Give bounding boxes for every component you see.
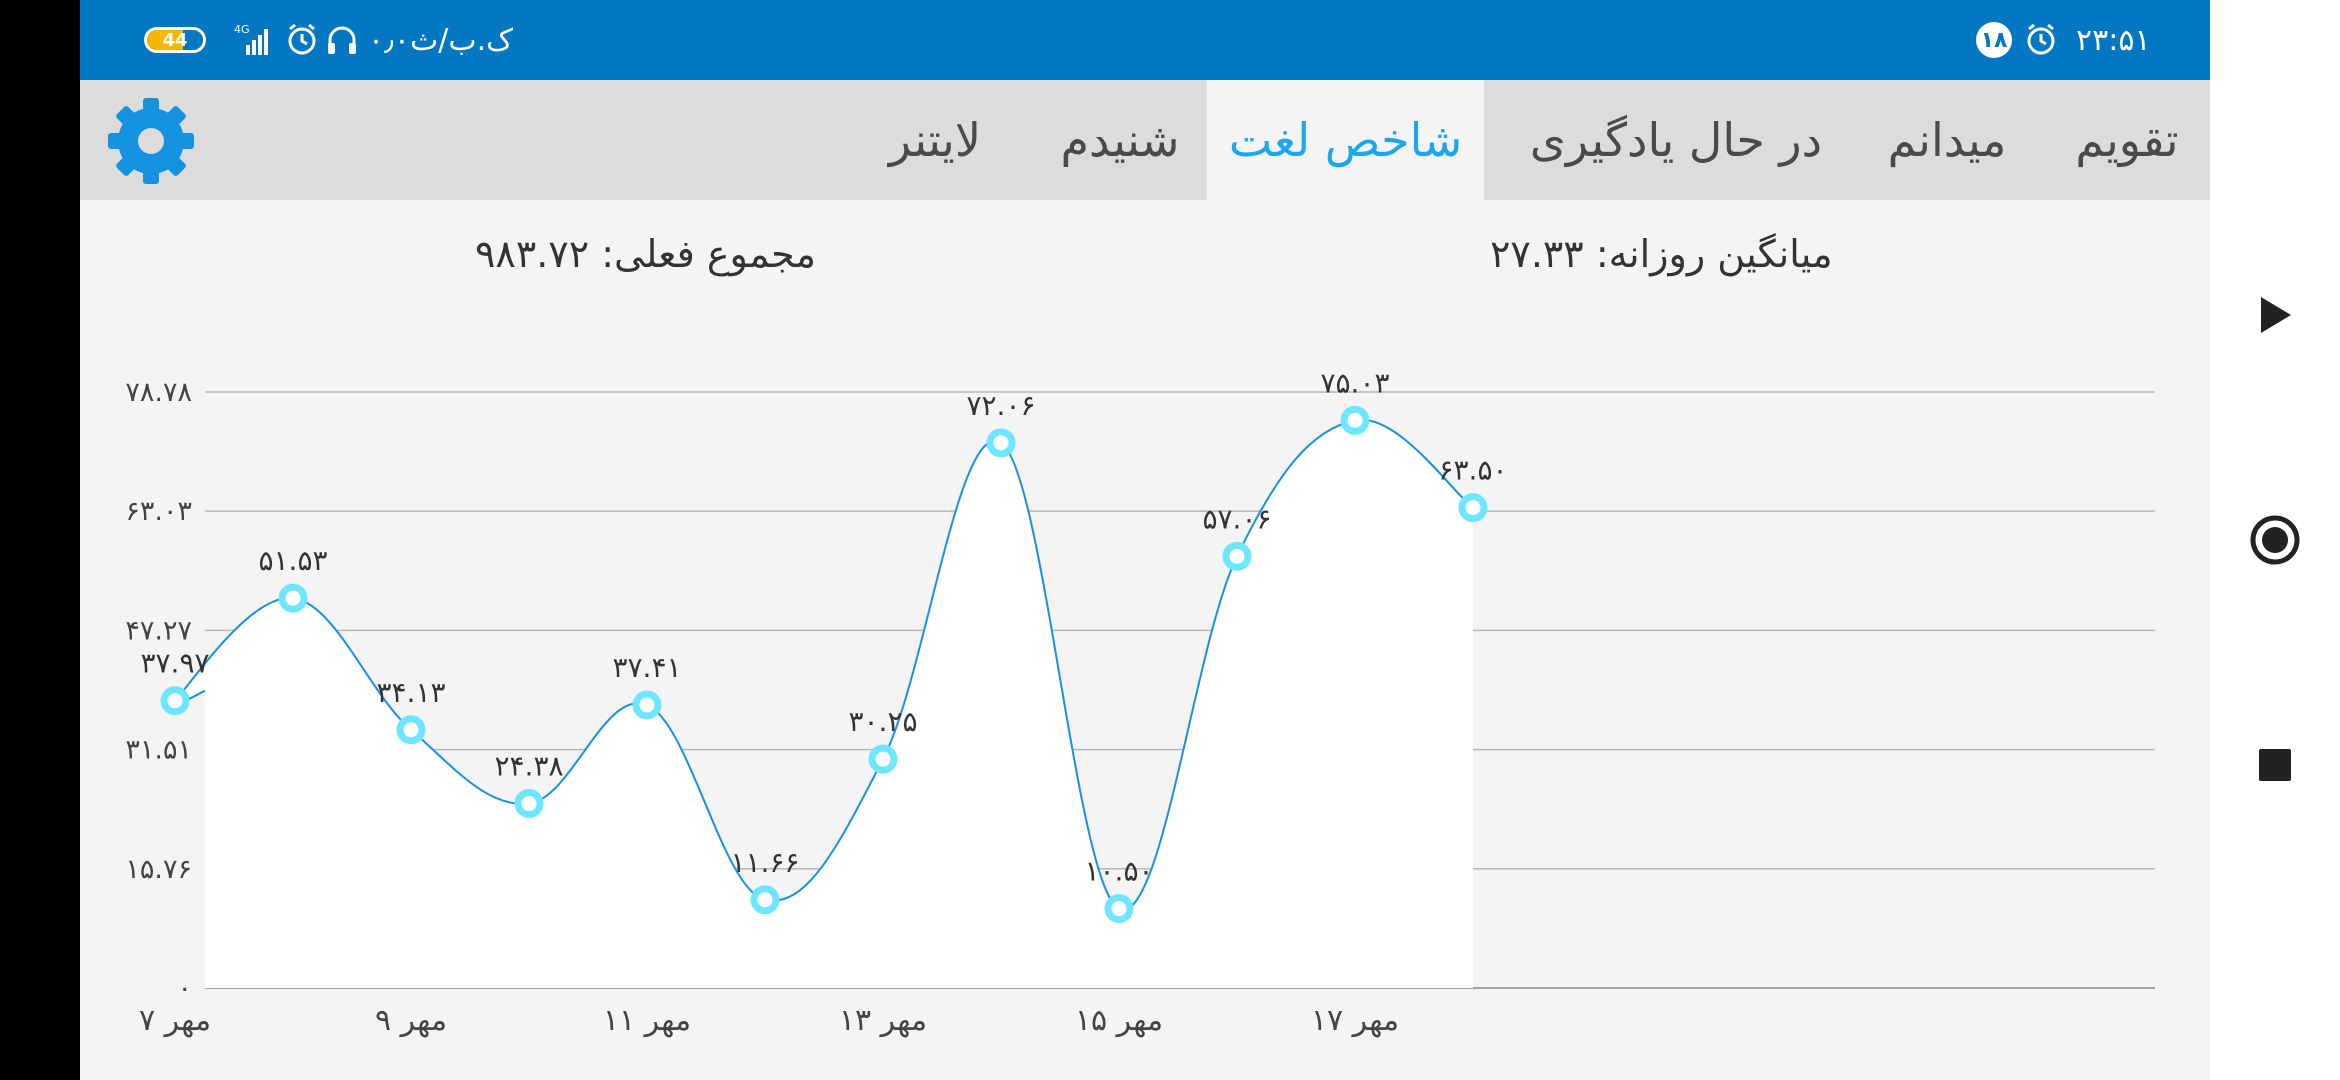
data-point — [750, 885, 780, 915]
data-point — [1104, 894, 1134, 924]
headphones-icon — [325, 0, 359, 80]
tab-learning[interactable]: در حال یادگیری — [1529, 113, 1823, 167]
x-tick-label: ۷ مهر — [139, 1003, 211, 1038]
notification-count: ۱۸ — [1976, 22, 2012, 58]
circle-icon — [2250, 515, 2300, 565]
data-label: ۵۱.۵۳ — [258, 544, 327, 577]
x-tick-label: ۱۷ مهر — [1311, 1003, 1399, 1038]
back-button[interactable] — [2245, 285, 2305, 345]
y-tick-label: ۴۷.۲۷ — [125, 615, 192, 646]
gear-icon — [108, 98, 194, 184]
status-bar: 44 4G ۰٫۰ک.ب/ث ۱۸ ۲۳:۵۱ — [80, 0, 2210, 80]
x-tick-label: ۱۱ مهر — [603, 1003, 691, 1038]
x-tick-label: ۱۳ مهر — [839, 1003, 927, 1038]
y-tick-label: ۶۳.۰۳ — [125, 496, 192, 527]
y-tick-label: ۷۸.۷۸ — [125, 377, 192, 408]
alarm-icon-right — [2024, 0, 2058, 80]
area-series-line — [170, 418, 1474, 911]
data-point — [278, 583, 308, 613]
y-tick-label: ۰ — [177, 973, 192, 1004]
current-total: مجموع فعلی: ۹۸۳.۷۲ — [475, 232, 817, 276]
square-icon — [2259, 749, 2291, 781]
data-label: ۳۴.۱۳ — [376, 676, 445, 709]
data-label: ۶۳.۵۰ — [1438, 454, 1507, 487]
data-label: ۱۰.۵۰ — [1084, 855, 1153, 888]
data-label: ۲۴.۳۸ — [494, 750, 563, 783]
battery-level: 44 — [162, 29, 188, 51]
tab-word-index[interactable]: شاخص لغت — [1207, 80, 1484, 200]
data-label: ۳۰.۲۵ — [848, 705, 917, 738]
app-screen: 44 4G ۰٫۰ک.ب/ث ۱۸ ۲۳:۵۱ — [80, 0, 2210, 1080]
clock: ۲۳:۵۱ — [2076, 22, 2151, 58]
home-button[interactable] — [2245, 510, 2305, 570]
word-index-chart: ۰ ۱۵.۷۶ ۳۱.۵۱ ۴۷.۲۷ ۶۳.۰۳ ۷۸.۷۸ ۷ مهر ۹ مهر ۱۱ … — [125, 366, 2155, 1038]
data-label: ۳۷.۴۱ — [612, 651, 681, 684]
tab-heard[interactable]: شنیدم — [1060, 113, 1180, 167]
tab-calendar[interactable]: تقویم — [2075, 113, 2179, 167]
daily-average: میانگین روزانه: ۲۷.۳۳ — [1490, 232, 1833, 276]
data-point — [868, 744, 898, 774]
network-type: 4G — [234, 23, 250, 36]
recents-button[interactable] — [2245, 735, 2305, 795]
signal-icon: 4G — [232, 0, 272, 80]
navigation-bar — [2210, 0, 2340, 1080]
data-label: ۱۱.۶۶ — [730, 846, 799, 879]
data-label: ۷۵.۰۳ — [1320, 366, 1389, 399]
tab-known[interactable]: میدانم — [1887, 113, 2007, 167]
data-label: ۷۲.۰۶ — [966, 389, 1035, 422]
x-tick-label: ۹ مهر — [375, 1003, 447, 1038]
data-point — [160, 686, 190, 716]
data-point — [396, 715, 426, 745]
data-point — [1222, 541, 1252, 571]
y-tick-label: ۱۵.۷۶ — [125, 854, 192, 885]
x-tick-label: ۱۵ مهر — [1075, 1003, 1163, 1038]
data-point — [632, 690, 662, 720]
play-triangle-icon — [2261, 297, 2291, 333]
settings-button[interactable] — [106, 96, 196, 186]
data-label: ۵۷.۰۶ — [1202, 502, 1271, 535]
battery-icon: 44 — [144, 27, 206, 53]
data-point — [514, 789, 544, 819]
data-point — [986, 428, 1016, 458]
tab-leitner[interactable]: لایتنر — [888, 113, 982, 167]
alarm-icon — [285, 0, 319, 80]
area-series — [171, 419, 1474, 989]
notification-count-badge: ۱۸ — [1976, 0, 2012, 80]
data-point — [1340, 405, 1370, 435]
battery-indicator: 44 — [144, 0, 206, 80]
data-label: ۳۷.۹۷ — [140, 647, 209, 680]
tab-bar: تقویم میدانم در حال یادگیری شاخص لغت شنی… — [80, 80, 2210, 200]
data-point — [1458, 493, 1488, 523]
y-tick-label: ۳۱.۵۱ — [125, 735, 192, 766]
network-speed: ۰٫۰ک.ب/ث — [368, 22, 513, 58]
